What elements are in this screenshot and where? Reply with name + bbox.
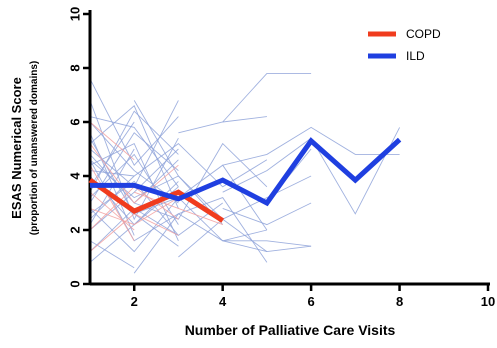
trajectory-ild-8: [89, 121, 135, 188]
trajectory-ild-21: [89, 110, 179, 193]
trajectory-ild-32: [178, 116, 267, 134]
trajectory-copd-4: [89, 197, 179, 226]
trajectory-ild-10: [89, 197, 179, 253]
series-lines: [88, 137, 402, 223]
legend-label-copd: COPD: [406, 27, 441, 41]
x-tick-label-6: 6: [307, 294, 314, 309]
trajectory-ild-33: [222, 126, 400, 166]
trajectory-ild-35: [222, 202, 312, 226]
y-tick-label-8: 8: [67, 64, 82, 71]
y-axis-title: ESAS Numerical Score: [9, 77, 24, 219]
trajectory-ild-31: [222, 240, 312, 253]
y-tick-label-6: 6: [67, 118, 82, 125]
y-tick-label-0: 0: [67, 280, 82, 287]
x-tick-label-8: 8: [396, 294, 403, 309]
trajectory-ild-2: [89, 116, 179, 188]
trajectory-ild-24: [89, 143, 268, 188]
y-tick-label-2: 2: [67, 226, 82, 233]
trajectory-copd-3: [89, 164, 135, 242]
trajectory-ild-16: [89, 132, 179, 204]
trajectory-ild-1: [89, 100, 179, 221]
legend: COPD ILD: [368, 27, 441, 63]
axes: [83, 10, 490, 291]
x-tick-label-10: 10: [481, 294, 495, 309]
trajectory-copd-5: [89, 121, 135, 161]
trajectory-ild-29: [222, 72, 312, 123]
legend-label-ild: ILD: [406, 49, 425, 63]
y-tick-label-10: 10: [67, 7, 82, 21]
trajectory-copd-1: [89, 191, 135, 231]
x-axis-title: Number of Palliative Care Visits: [185, 322, 396, 338]
trajectory-ild-37: [178, 218, 268, 258]
series-line-copd: [88, 178, 225, 223]
trajectory-copd-7: [134, 191, 223, 226]
y-axis-subtitle: (proportion of unanswered domains): [29, 61, 40, 235]
trajectory-ild-30: [178, 213, 312, 247]
x-tick-label-4: 4: [219, 294, 227, 309]
x-tick-label-2: 2: [131, 294, 138, 309]
y-tick-label-4: 4: [67, 172, 82, 180]
trajectory-ild-0: [89, 78, 179, 166]
series-line-ild: [90, 137, 402, 207]
tick-labels: 0 2 4 6 8 10 2 4 6 8 10: [67, 7, 495, 309]
trajectory-copd-0: [89, 143, 179, 204]
individual-trajectories: [89, 72, 401, 274]
